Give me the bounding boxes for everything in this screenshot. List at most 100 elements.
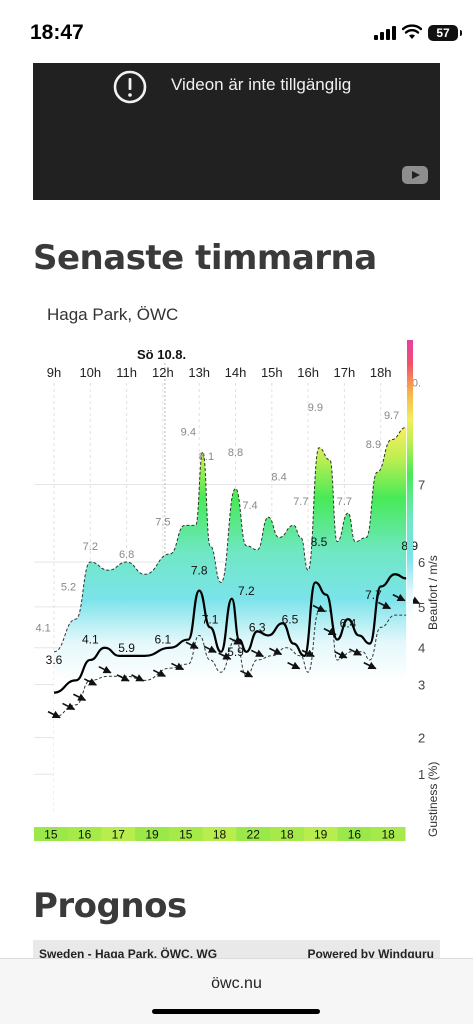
video-embed[interactable]: Videon är inte tillgänglig (33, 63, 440, 200)
forecast-station-label: Sweden - Haga Park, ÖWC, WG (39, 947, 218, 961)
wind-direction-arrow (185, 641, 199, 649)
wind-chart: 4.1 5.2 7.2 6.8 7.5 9.48.1 8.8 7.4 8.4 7.7 9.9 7.7 8… (34, 340, 440, 842)
wind-direction-arrow (392, 593, 406, 602)
wind-direction-arrow (62, 702, 76, 711)
value-labels: 4.1 5.2 7.2 6.8 7.5 9.48.1 8.8 7.4 8.4 7.7 9.9 7.7 8… (35, 378, 421, 668)
battery-indicator: 57 (428, 25, 462, 41)
gustiness-value-label: 18 (280, 828, 294, 842)
wind-direction-arrow (218, 652, 232, 660)
lull-line (53, 610, 407, 718)
beaufort-tick-label: 4 (418, 641, 425, 656)
station-name: Haga Park, ÖWC (47, 305, 179, 324)
gust-line (53, 426, 407, 653)
hour-tick-label: 16h (297, 365, 319, 380)
forecast-widget-header: Sweden - Haga Park, ÖWC, WG Powered by W… (33, 940, 440, 962)
gustiness-cell (168, 827, 204, 841)
wind-direction-arrow (116, 674, 130, 682)
gustiness-cell (101, 827, 136, 841)
hour-tick-label: 12h (152, 365, 174, 380)
wind-direction-arrow (152, 669, 166, 677)
gustiness-value-label: 17 (112, 828, 126, 842)
browser-address-bar[interactable]: öwc.nu (0, 958, 473, 1024)
average-wind-line (53, 573, 407, 694)
powered-by-link[interactable]: Powered by Windguru (307, 947, 434, 961)
average-value-label: 6.1 (155, 633, 172, 647)
chart-axes: Sö 10.8. Beaufort / m/s Gustiness (%) 12… (47, 340, 440, 837)
hour-tick-label: 10h (79, 365, 101, 380)
signal-icon (374, 26, 396, 40)
gustiness-value-label: 22 (247, 828, 261, 842)
gustiness-bar: 15 16 17 19 15 18 22 18 19 16 18 (34, 827, 406, 842)
gustiness-value-label: 18 (381, 828, 395, 842)
wind-direction-arrow (363, 661, 377, 670)
url-text[interactable]: öwc.nu (211, 975, 262, 992)
hour-tick-label: 18h (370, 365, 392, 380)
gustiness-cell (270, 827, 305, 841)
gust-value-label: 7.7 (293, 496, 308, 508)
latest-hours-heading: Senaste timmarna (33, 238, 377, 278)
gustiness-cell (236, 827, 271, 841)
beaufort-tick-label: 3 (418, 677, 425, 692)
gustiness-cell (67, 827, 102, 841)
gust-value-label: 7.2 (83, 541, 98, 553)
wind-direction-arrow (269, 647, 283, 656)
gustiness-value-label: 19 (314, 828, 328, 842)
wind-direction-arrows (47, 593, 421, 719)
forecast-heading: Prognos (33, 886, 187, 926)
average-value-label: 6.5 (282, 612, 299, 626)
alert-icon (113, 70, 147, 104)
hour-tick-label: 13h (188, 365, 210, 380)
wind-direction-arrow (203, 645, 217, 654)
wind-direction-arrow (83, 678, 98, 686)
gustiness-cell (34, 827, 69, 841)
average-value-label: 5.9 (227, 645, 244, 659)
average-value-label: 6.3 (249, 620, 266, 634)
beaufort-tick-label: 7 (418, 478, 425, 493)
average-value-label: 8.5 (311, 535, 328, 549)
gust-value-label: 7.5 (155, 516, 170, 528)
average-value-label: 7.1 (202, 612, 219, 626)
gustiness-axis-label: Gustiness (%) (426, 762, 440, 837)
status-bar: 18:47 57 (0, 0, 473, 64)
wind-direction-arrow (47, 710, 61, 719)
youtube-logo-icon[interactable] (402, 166, 428, 184)
status-time: 18:47 (30, 21, 84, 44)
average-value-label: 7.7 (365, 588, 382, 602)
wind-direction-arrow (131, 674, 145, 682)
wind-direction-arrow (323, 627, 337, 636)
gustiness-cell (337, 827, 372, 841)
wind-direction-arrow (171, 662, 185, 671)
beaufort-tick-label: 1 (418, 767, 425, 782)
wind-direction-arrow (348, 648, 363, 656)
beaufort-tick-label: 5 (418, 600, 425, 615)
hour-tick-label: 17h (334, 365, 356, 380)
gustiness-value-label: 16 (348, 828, 362, 842)
wifi-icon (402, 24, 422, 39)
gustiness-cell (135, 827, 170, 841)
beaufort-axis-label: Beaufort / m/s (426, 555, 440, 630)
wind-direction-arrow (240, 670, 254, 678)
gust-value-label: 8.1 (199, 451, 214, 463)
wind-direction-arrow (98, 665, 112, 674)
gustiness-value-label: 15 (44, 828, 58, 842)
wind-direction-arrow (312, 604, 326, 613)
home-indicator (152, 1009, 320, 1014)
beaufort-tick-label: 6 (418, 555, 425, 570)
wind-direction-arrow (73, 693, 87, 701)
gust-value-label: 9.9 (308, 402, 323, 414)
gustiness-cell (202, 827, 237, 841)
gust-area-fill (54, 427, 407, 815)
average-value-label: 7.2 (238, 584, 255, 598)
gustiness-value-label: 19 (145, 828, 159, 842)
gustiness-value-label: 18 (213, 828, 227, 842)
wind-direction-arrow (250, 649, 264, 658)
video-unavailable-message: Videon är inte tillgänglig (171, 75, 352, 94)
gust-value-label: 8.8 (228, 447, 243, 459)
gust-value-label: 6.8 (119, 549, 134, 561)
hour-tick-label: 11h (116, 365, 137, 380)
gust-value-label: 8.4 (271, 471, 286, 483)
average-value-label: 3.6 (46, 653, 63, 667)
average-value-label: 5.9 (118, 641, 135, 655)
average-value-label: 6.4 (340, 616, 357, 630)
gust-value-label: 7.4 (242, 500, 257, 512)
